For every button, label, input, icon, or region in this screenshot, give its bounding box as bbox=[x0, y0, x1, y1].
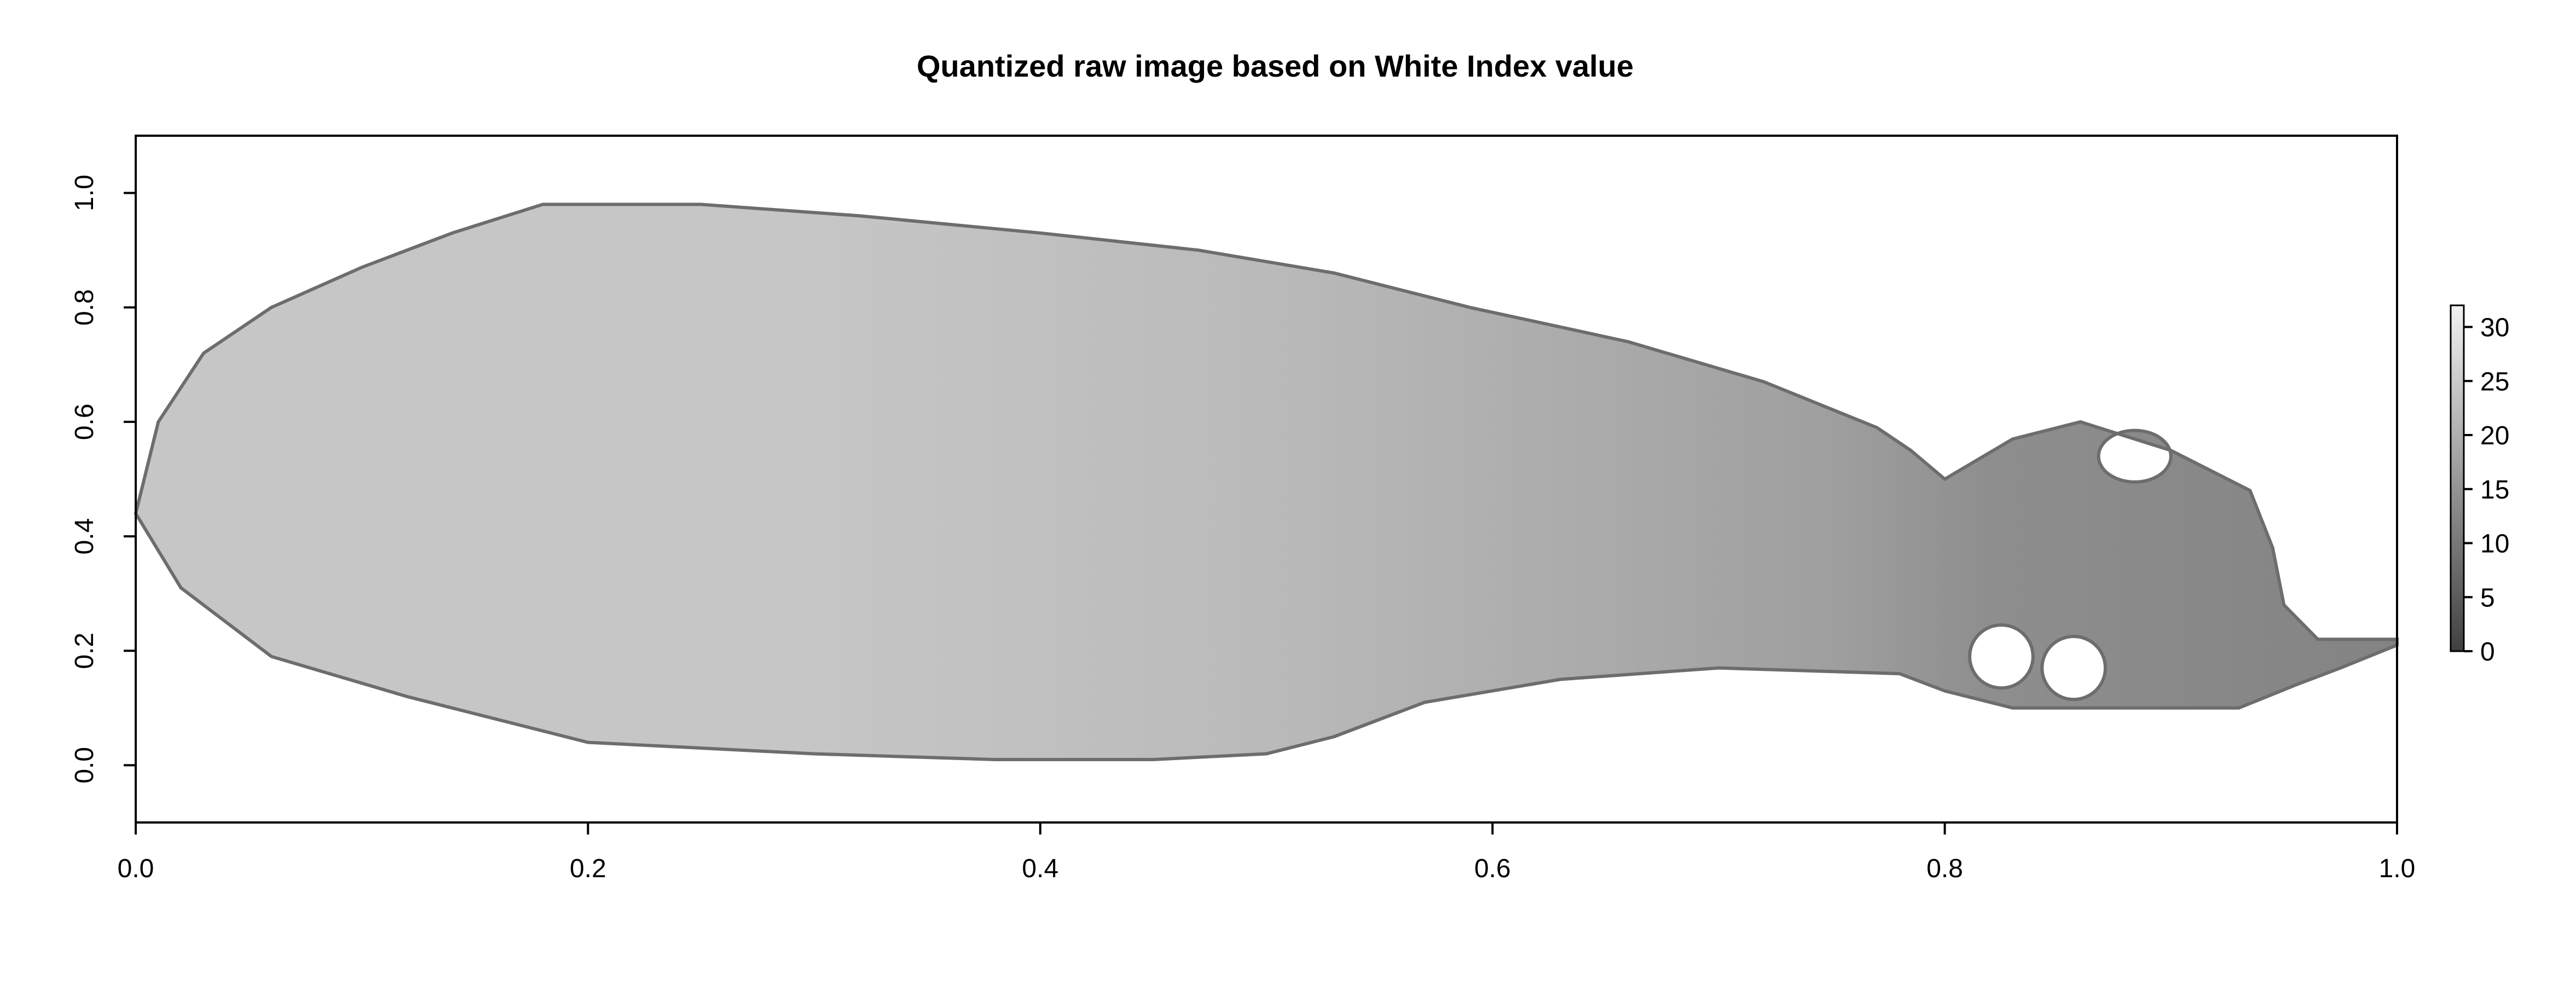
y-tick-label: 0.4 bbox=[70, 518, 99, 555]
image-region bbox=[134, 202, 2399, 761]
x-axis: 0.0 0.2 0.4 0.6 0.8 1.0 bbox=[118, 821, 2416, 883]
chart-title: Quantized raw image based on White Index… bbox=[917, 49, 1634, 83]
colorbar-tick-label: 15 bbox=[2480, 476, 2509, 505]
y-tick-label: 0.2 bbox=[70, 633, 99, 669]
x-tick-label: 0.8 bbox=[1926, 854, 1963, 883]
y-tick-label: 0.0 bbox=[70, 747, 99, 784]
y-axis: 0.0 0.2 0.4 0.6 0.8 1.0 bbox=[70, 175, 137, 784]
x-tick-label: 0.4 bbox=[1022, 854, 1058, 883]
x-tick-label: 0.0 bbox=[118, 854, 154, 883]
x-tick-label: 0.2 bbox=[570, 854, 606, 883]
region-shape bbox=[134, 202, 2399, 761]
y-tick-label: 0.6 bbox=[70, 404, 99, 441]
x-tick-label: 1.0 bbox=[2379, 854, 2416, 883]
colorbar-tick-label: 30 bbox=[2480, 314, 2509, 343]
colorbar-tick-label: 10 bbox=[2480, 530, 2509, 559]
colorbar-tick-label: 0 bbox=[2480, 638, 2495, 667]
y-tick-label: 1.0 bbox=[70, 175, 99, 211]
colorbar: 0 5 10 15 20 25 30 bbox=[2450, 304, 2509, 667]
y-tick-label: 0.8 bbox=[70, 289, 99, 326]
colorbar-tick-label: 25 bbox=[2480, 367, 2509, 396]
colorbar-tick-label: 5 bbox=[2480, 583, 2495, 612]
x-tick-label: 0.6 bbox=[1474, 854, 1511, 883]
colorbar-bar bbox=[2450, 304, 2465, 652]
colorbar-tick-label: 20 bbox=[2480, 421, 2509, 450]
